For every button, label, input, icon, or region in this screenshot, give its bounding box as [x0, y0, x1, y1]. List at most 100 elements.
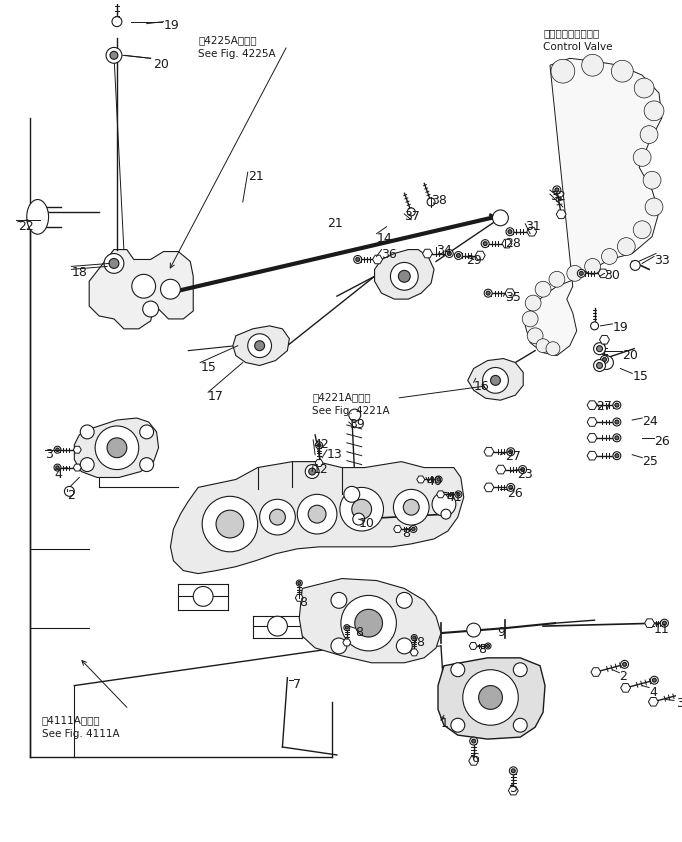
- Circle shape: [410, 525, 417, 532]
- Polygon shape: [599, 335, 610, 344]
- Polygon shape: [649, 697, 658, 706]
- Circle shape: [486, 291, 490, 296]
- Circle shape: [601, 355, 608, 364]
- Circle shape: [345, 626, 349, 629]
- Circle shape: [525, 296, 541, 311]
- Circle shape: [640, 125, 658, 143]
- Polygon shape: [74, 418, 158, 477]
- Circle shape: [615, 403, 619, 408]
- Circle shape: [579, 271, 583, 275]
- Text: 35: 35: [505, 291, 521, 304]
- Polygon shape: [587, 451, 597, 460]
- Polygon shape: [438, 658, 545, 739]
- Circle shape: [64, 487, 74, 496]
- Circle shape: [483, 367, 508, 393]
- Circle shape: [353, 513, 365, 525]
- Circle shape: [584, 258, 601, 274]
- Circle shape: [535, 281, 551, 297]
- Circle shape: [412, 527, 415, 530]
- Text: 14: 14: [376, 232, 392, 245]
- Polygon shape: [496, 466, 506, 474]
- Text: 34: 34: [436, 243, 451, 257]
- Circle shape: [80, 425, 94, 439]
- Circle shape: [466, 623, 481, 637]
- Circle shape: [597, 363, 602, 369]
- Circle shape: [80, 458, 94, 472]
- Text: 11: 11: [654, 623, 670, 637]
- Polygon shape: [587, 401, 597, 409]
- Circle shape: [54, 464, 61, 471]
- Text: Control Valve: Control Valve: [543, 42, 612, 52]
- Circle shape: [267, 616, 287, 636]
- Text: 39: 39: [349, 418, 365, 431]
- Circle shape: [546, 342, 560, 355]
- Polygon shape: [315, 460, 323, 466]
- Circle shape: [297, 494, 337, 534]
- Circle shape: [143, 301, 158, 317]
- Polygon shape: [469, 642, 477, 649]
- Circle shape: [481, 240, 489, 248]
- Circle shape: [678, 690, 682, 698]
- Circle shape: [396, 593, 412, 608]
- Circle shape: [454, 252, 462, 259]
- Circle shape: [591, 322, 599, 330]
- Circle shape: [390, 263, 418, 290]
- Text: 27: 27: [505, 450, 521, 463]
- Polygon shape: [557, 210, 566, 219]
- Polygon shape: [89, 249, 193, 329]
- Circle shape: [509, 767, 517, 775]
- Circle shape: [248, 333, 271, 358]
- Polygon shape: [299, 578, 441, 663]
- Text: 2: 2: [68, 489, 75, 503]
- Text: 18: 18: [72, 266, 87, 280]
- Circle shape: [308, 505, 326, 523]
- Circle shape: [354, 255, 361, 264]
- Circle shape: [407, 208, 415, 216]
- Circle shape: [507, 448, 515, 456]
- Polygon shape: [74, 464, 81, 471]
- Circle shape: [104, 253, 124, 274]
- Polygon shape: [591, 668, 601, 676]
- Text: 3: 3: [44, 448, 53, 461]
- Circle shape: [602, 358, 606, 361]
- Circle shape: [95, 426, 138, 470]
- Circle shape: [470, 737, 477, 745]
- Circle shape: [593, 343, 606, 354]
- Polygon shape: [417, 476, 425, 483]
- Text: 8: 8: [477, 643, 486, 656]
- Text: 20: 20: [622, 349, 638, 362]
- Circle shape: [490, 376, 501, 386]
- Circle shape: [612, 61, 633, 82]
- Text: コントロールバルブ: コントロールバルブ: [543, 29, 599, 39]
- Circle shape: [509, 450, 513, 454]
- Text: 16: 16: [474, 381, 490, 393]
- Text: 25: 25: [642, 455, 658, 467]
- Circle shape: [613, 434, 621, 442]
- Text: 23: 23: [517, 467, 533, 481]
- Circle shape: [486, 644, 490, 647]
- Circle shape: [593, 360, 606, 371]
- Circle shape: [356, 258, 359, 262]
- Circle shape: [644, 101, 664, 120]
- Polygon shape: [74, 446, 81, 453]
- Circle shape: [651, 676, 658, 685]
- Polygon shape: [484, 447, 494, 456]
- Text: 26: 26: [507, 488, 523, 500]
- Circle shape: [508, 230, 512, 234]
- Polygon shape: [621, 684, 631, 692]
- Circle shape: [613, 401, 621, 409]
- Circle shape: [509, 485, 513, 489]
- Circle shape: [316, 442, 323, 449]
- Text: 33: 33: [654, 253, 670, 267]
- Text: 8: 8: [402, 527, 411, 540]
- Text: 29: 29: [466, 253, 481, 267]
- Circle shape: [160, 280, 180, 299]
- Text: 21: 21: [327, 217, 343, 230]
- Circle shape: [551, 59, 575, 83]
- Text: 15: 15: [632, 370, 648, 383]
- Text: 17: 17: [208, 391, 224, 403]
- Circle shape: [514, 718, 527, 733]
- Circle shape: [317, 444, 321, 447]
- Circle shape: [633, 148, 651, 167]
- Circle shape: [106, 47, 122, 63]
